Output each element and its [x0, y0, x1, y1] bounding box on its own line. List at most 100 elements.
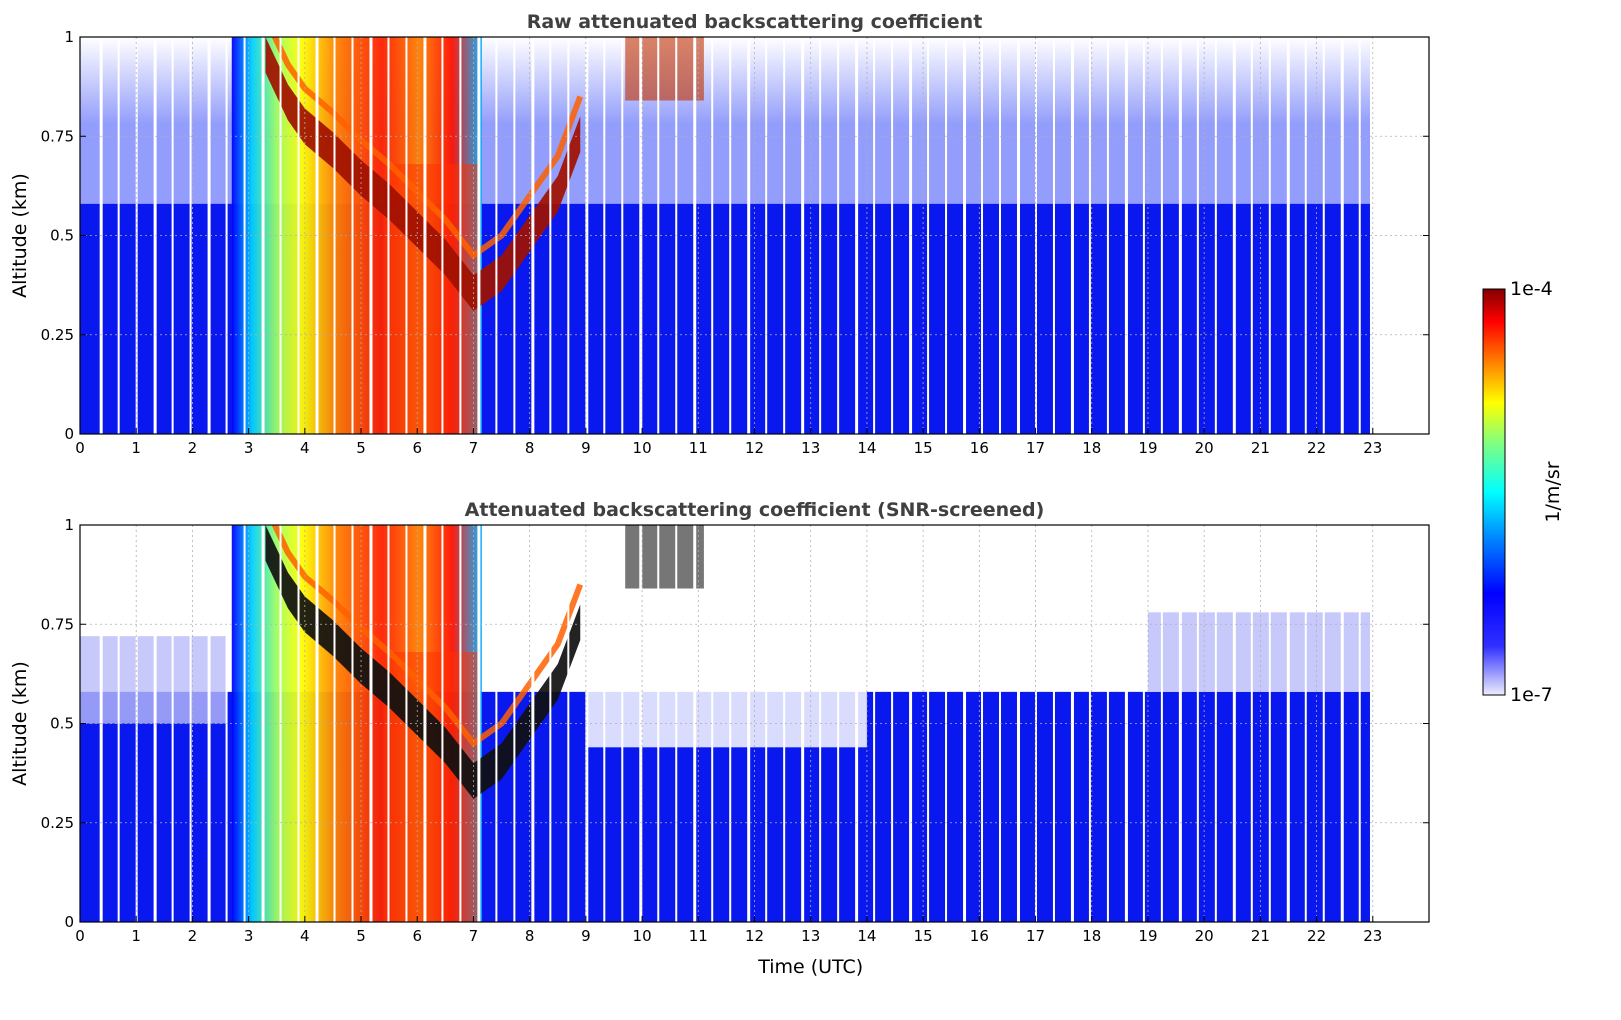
missing-profile: [1268, 37, 1271, 434]
x-tick-label: 13: [801, 927, 820, 945]
x-tick-label: 7: [469, 927, 479, 945]
x-tick-label: 5: [356, 927, 366, 945]
missing-profile: [567, 525, 570, 922]
panel-title: Raw attenuated backscattering coefficien…: [527, 11, 983, 33]
x-tick-label: 10: [633, 439, 652, 457]
missing-profile: [1142, 525, 1145, 922]
y-tick-label: 0.5: [50, 227, 74, 245]
missing-profile: [1088, 37, 1091, 434]
x-tick-label: 11: [689, 439, 708, 457]
y-tick-label: 0.25: [41, 814, 74, 832]
x-tick-label: 16: [970, 927, 989, 945]
missing-profile: [1268, 525, 1271, 922]
high-cloud: [625, 37, 704, 101]
missing-profile: [657, 525, 660, 922]
x-tick-label: 14: [857, 927, 876, 945]
missing-profile: [1016, 525, 1020, 922]
missing-profile: [1358, 525, 1361, 922]
x-axis-label: Time (UTC): [757, 956, 863, 978]
y-axis-label: Altitude (km): [9, 173, 31, 298]
missing-profile: [1070, 525, 1074, 922]
missing-profile: [243, 37, 246, 434]
x-tick-label: 19: [1138, 927, 1157, 945]
missing-profile: [351, 37, 354, 434]
x-tick-label: 18: [1082, 927, 1101, 945]
x-tick-label: 23: [1363, 927, 1382, 945]
backscatter-field: [80, 525, 1370, 922]
missing-profile: [1016, 37, 1020, 434]
missing-profile: [1286, 525, 1290, 922]
x-tick-label: 11: [689, 927, 708, 945]
x-tick-label: 20: [1195, 927, 1214, 945]
y-tick-label: 0.75: [41, 615, 74, 633]
missing-profile: [1340, 37, 1344, 434]
missing-profile: [513, 37, 516, 434]
missing-profile: [531, 37, 535, 434]
missing-profile: [963, 525, 967, 922]
missing-profile: [1052, 37, 1055, 434]
y-tick-label: 0: [64, 913, 74, 931]
missing-profile: [1106, 37, 1109, 434]
missing-profile: [927, 525, 930, 922]
missing-profile: [387, 525, 390, 922]
x-tick-label: 3: [244, 439, 254, 457]
missing-profile: [711, 525, 714, 922]
missing-profile: [333, 525, 336, 922]
x-tick-label: 15: [914, 927, 933, 945]
missing-profile: [1232, 525, 1236, 922]
missing-profile: [1142, 37, 1145, 434]
colorbar-label: 1/m/sr: [1542, 461, 1564, 522]
missing-profile: [981, 525, 984, 922]
missing-profile: [621, 37, 624, 434]
x-tick-label: 16: [970, 439, 989, 457]
missing-profile: [837, 525, 840, 922]
missing-profile: [1232, 37, 1236, 434]
x-tick-label: 21: [1251, 927, 1270, 945]
x-tick-label: 4: [300, 927, 310, 945]
x-tick-label: 18: [1082, 439, 1101, 457]
x-tick-label: 19: [1138, 439, 1157, 457]
missing-profile: [1340, 525, 1344, 922]
x-tick-label: 6: [412, 927, 422, 945]
missing-profile: [387, 37, 390, 434]
top-panel: 0 1 2 3 4 5 6 7 8 9 10 11 12 13 14 15 16 17 18 19 20 21 22 2300…: [9, 11, 1430, 457]
x-tick-label: 2: [188, 927, 198, 945]
missing-profile: [783, 37, 786, 434]
missing-profile: [333, 37, 336, 434]
missing-profile: [297, 525, 300, 922]
missing-profile: [315, 525, 319, 922]
missing-profile: [891, 37, 894, 434]
x-tick-label: 5: [356, 439, 366, 457]
missing-profile: [747, 37, 751, 434]
x-tick-label: 10: [633, 927, 652, 945]
x-tick-label: 1: [131, 927, 141, 945]
x-tick-label: 0: [75, 927, 85, 945]
missing-profile: [981, 37, 984, 434]
x-tick-label: 0: [75, 439, 85, 457]
missing-profile: [117, 525, 120, 922]
missing-profile: [1322, 37, 1325, 434]
missing-profile: [477, 525, 481, 922]
missing-profile: [1196, 525, 1199, 922]
x-tick-label: 12: [745, 439, 764, 457]
missing-profile: [1070, 37, 1074, 434]
missing-profile: [837, 37, 840, 434]
missing-profile: [207, 525, 211, 922]
x-tick-label: 8: [525, 439, 535, 457]
x-tick-label: 17: [1026, 927, 1045, 945]
missing-profile: [873, 525, 876, 922]
missing-profile: [693, 525, 697, 922]
missing-profile: [603, 525, 606, 922]
missing-profile: [1286, 37, 1290, 434]
x-tick-label: 3: [244, 927, 254, 945]
missing-profile: [657, 37, 660, 434]
colorbar: 1e-4 1e-7 1/m/sr: [1482, 278, 1564, 706]
missing-profile: [477, 37, 481, 434]
missing-profile: [513, 525, 516, 922]
x-tick-label: 22: [1307, 439, 1326, 457]
missing-profile: [1322, 525, 1325, 922]
bottom-panel: 0 1 2 3 4 5 6 7 8 9 10 11 12 13 14 15 16 17 18 19 20 21 22 2300…: [9, 499, 1430, 978]
x-tick-label: 20: [1195, 439, 1214, 457]
missing-profile: [207, 37, 211, 434]
